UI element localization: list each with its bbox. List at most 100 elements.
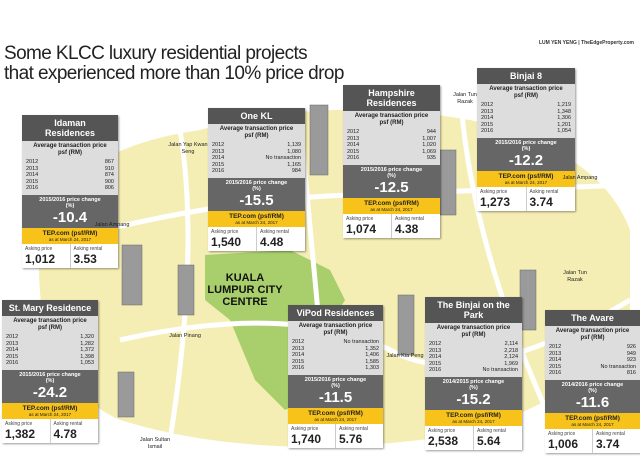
tep-title: TEP.com (psf/RM)	[22, 404, 78, 412]
asking-price: Asking price 1,012	[22, 243, 71, 268]
asking-rental: Asking rental 5.76	[336, 424, 383, 448]
road-label: Jalan Pinang	[169, 333, 201, 339]
price: 1,007	[422, 135, 436, 142]
table-title: Average transaction price psf (RM)	[489, 86, 563, 99]
change-label: 2014/2015 price change (%)	[442, 378, 505, 391]
value: 3.74	[529, 194, 553, 209]
asking: Asking price 1,740 Asking rental 5.76	[288, 423, 383, 448]
table-row: 2016 935	[347, 155, 436, 162]
price: 867	[104, 159, 114, 165]
project-name: Hampshire Residences	[343, 85, 440, 111]
project-card: Binjai 8 Average transaction price psf (R…	[477, 68, 575, 211]
price: 984	[291, 168, 301, 174]
asking-price: Asking price 1,382	[2, 418, 51, 443]
table-title: Average transaction price psf (RM)	[555, 328, 630, 341]
value: 1,540	[211, 234, 242, 249]
table-row: 2016 1,054	[481, 128, 571, 135]
road-label: Jalan Tun Razak	[453, 92, 477, 105]
asking: Asking price 1,006 Asking rental 3.74	[545, 428, 640, 453]
price-change: 2014/2016 price change (%) -11.6	[545, 379, 640, 413]
price: 1,069	[422, 148, 436, 155]
table-row: 2015 1,069	[347, 149, 436, 156]
value: 4.38	[395, 221, 419, 236]
tep-title: TEP.com (psf/RM)	[42, 229, 98, 237]
label: Asking rental	[260, 228, 289, 235]
value: 1,012	[25, 251, 56, 266]
year: 2016	[481, 128, 494, 134]
price-table: Average transaction price psf (RM) 2012 1,…	[2, 316, 98, 370]
tep-header: TEP.com (psf/RM) as at March 24, 2017	[545, 412, 640, 429]
price: 1,348	[557, 108, 571, 115]
year: 2016	[212, 168, 225, 174]
price: 1,585	[365, 358, 379, 365]
price: 1,201	[557, 121, 571, 128]
tep-date: as at March 24, 2017	[28, 411, 72, 417]
year: 2016	[26, 185, 39, 191]
table-title: Average transaction price psf (RM)	[436, 325, 511, 338]
table-row: 2013 1,348	[481, 109, 571, 116]
table-row: 2014 1,372	[6, 347, 94, 354]
year: 2014	[26, 172, 39, 178]
table-row: 2016 1,303	[292, 365, 379, 372]
asking-price: Asking price 1,540	[208, 226, 257, 251]
table-row: 2013 910	[26, 166, 114, 173]
price-change: 2015/2016 price change (%) -12.2	[477, 137, 575, 171]
tep-date: as at March 24, 2017	[452, 418, 495, 424]
year: 2016	[549, 370, 562, 376]
year: 2012	[6, 334, 19, 340]
tep-title: TEP.com (psf/RM)	[229, 212, 284, 220]
year: 2014	[6, 347, 19, 353]
year: 2014	[292, 352, 305, 358]
table-row: 2016 816	[549, 370, 636, 377]
label: Asking rental	[529, 188, 559, 195]
price-change: 2015/2016 price change (%) -24.2	[2, 369, 98, 403]
year: 2013	[481, 108, 494, 115]
road-label: Jalan Tun Razak	[563, 270, 587, 283]
road-label: Jalan Ampang	[562, 175, 598, 181]
label: Asking rental	[477, 427, 506, 434]
price: 1,372	[80, 347, 94, 353]
tep-date: as at March 24, 2017	[370, 206, 413, 212]
title-line: that experienced more than 10% price dro…	[4, 63, 344, 84]
price: 900	[104, 178, 114, 185]
year: 2016	[429, 367, 442, 373]
price: 1,398	[80, 353, 94, 360]
label: Asking price	[291, 425, 319, 432]
project-name: The Binjai on the Park	[425, 297, 522, 323]
price: 1,054	[557, 128, 571, 134]
project-name: The Avare	[545, 310, 640, 326]
value: 5.64	[477, 433, 501, 448]
tep-header: TEP.com (psf/RM) as at March 24, 2017	[2, 402, 98, 419]
value: 1,074	[346, 221, 377, 236]
asking-price: Asking price 2,538	[425, 425, 474, 450]
year: 2013	[26, 165, 39, 172]
project-card: St. Mary Residence Average transaction pr…	[2, 300, 98, 443]
price-change: 2014/2015 price change (%) -15.2	[425, 376, 522, 410]
table-row: 2014 1,306	[481, 115, 571, 122]
asking: Asking price 1,012 Asking rental 3.53	[22, 243, 118, 268]
year: 2015	[292, 358, 305, 365]
price: 1,020	[422, 142, 436, 148]
table-row: 2015 1,201	[481, 122, 571, 129]
road-label: Jalan Sultan Ismail	[139, 437, 171, 450]
year: 2015	[6, 353, 19, 360]
price: 1,306	[557, 115, 571, 121]
asking: Asking price 1,540 Asking rental 4.48	[208, 226, 305, 251]
value: 2,538	[428, 433, 459, 448]
price: 816	[626, 370, 636, 376]
price-table: Average transaction price psf (RM) 2012 86…	[22, 141, 118, 195]
price: 2,124	[504, 354, 518, 360]
year: 2015	[26, 178, 39, 185]
table-row: 2012 926	[549, 344, 636, 351]
change-value: -12.5	[374, 178, 409, 196]
table-row: 2015 900	[26, 179, 114, 186]
tep-title: TEP.com (psf/RM)	[364, 199, 419, 207]
year: 2015	[481, 121, 494, 128]
change-value: -11.6	[575, 393, 610, 411]
change-value: -24.2	[32, 383, 68, 401]
credit: LUM YEN YENG | TheEdgeProperty.com	[538, 40, 634, 46]
table-row: 2014 No transaction	[212, 155, 301, 162]
table-row: 2016 No transaction	[429, 367, 518, 374]
price: 1,219	[557, 102, 571, 108]
